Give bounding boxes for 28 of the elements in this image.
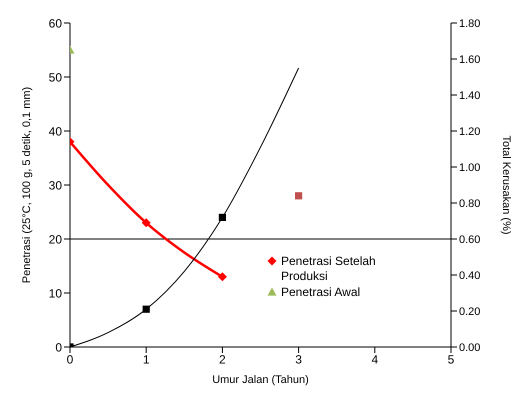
y-tick-label: 30 (48, 178, 62, 192)
y2-tick-label: 0.20 (459, 306, 480, 318)
y2-tick-label: 0.00 (459, 342, 480, 354)
y2-tick-label: 0.40 (459, 270, 480, 282)
legend-label: Penetrasi Awal (281, 285, 360, 300)
x-axis-title: Umur Jalan (Tahun) (212, 374, 309, 386)
x-tick-label: 0 (66, 352, 74, 367)
y2-tick-label: 1.80 (459, 18, 480, 30)
x-tick-label: 1 (142, 352, 150, 367)
y-tick-label: 60 (48, 16, 62, 30)
y-axis-title: Penetrasi (25°C, 100 g, 5 detik, 0,1 mm) (20, 86, 33, 284)
legend-label: Penetrasi Setelah Produksi (281, 254, 377, 284)
y-tick-label: 0 (55, 340, 62, 354)
y-tick-label: 10 (48, 286, 62, 300)
x-tick-label: 2 (219, 352, 226, 367)
x-tick-label: 3 (295, 352, 302, 367)
y2-tick-label: 1.40 (459, 90, 480, 102)
y2-tick-label: 0.60 (459, 234, 480, 246)
y2-tick-label: 1.60 (459, 54, 480, 66)
x-tick-label: 4 (371, 352, 378, 367)
y-tick-label: 50 (48, 70, 62, 84)
y2-tick-label: 0.80 (459, 198, 480, 210)
y-tick-label: 20 (48, 232, 62, 246)
y2-tick-label: 1.20 (459, 126, 480, 138)
y2-tick-label: 1.00 (459, 162, 480, 174)
y-tick-label: 40 (48, 124, 62, 138)
x-tick-label: 5 (448, 352, 455, 367)
y2-axis-title: Total Kerusakan (%) (500, 135, 512, 235)
